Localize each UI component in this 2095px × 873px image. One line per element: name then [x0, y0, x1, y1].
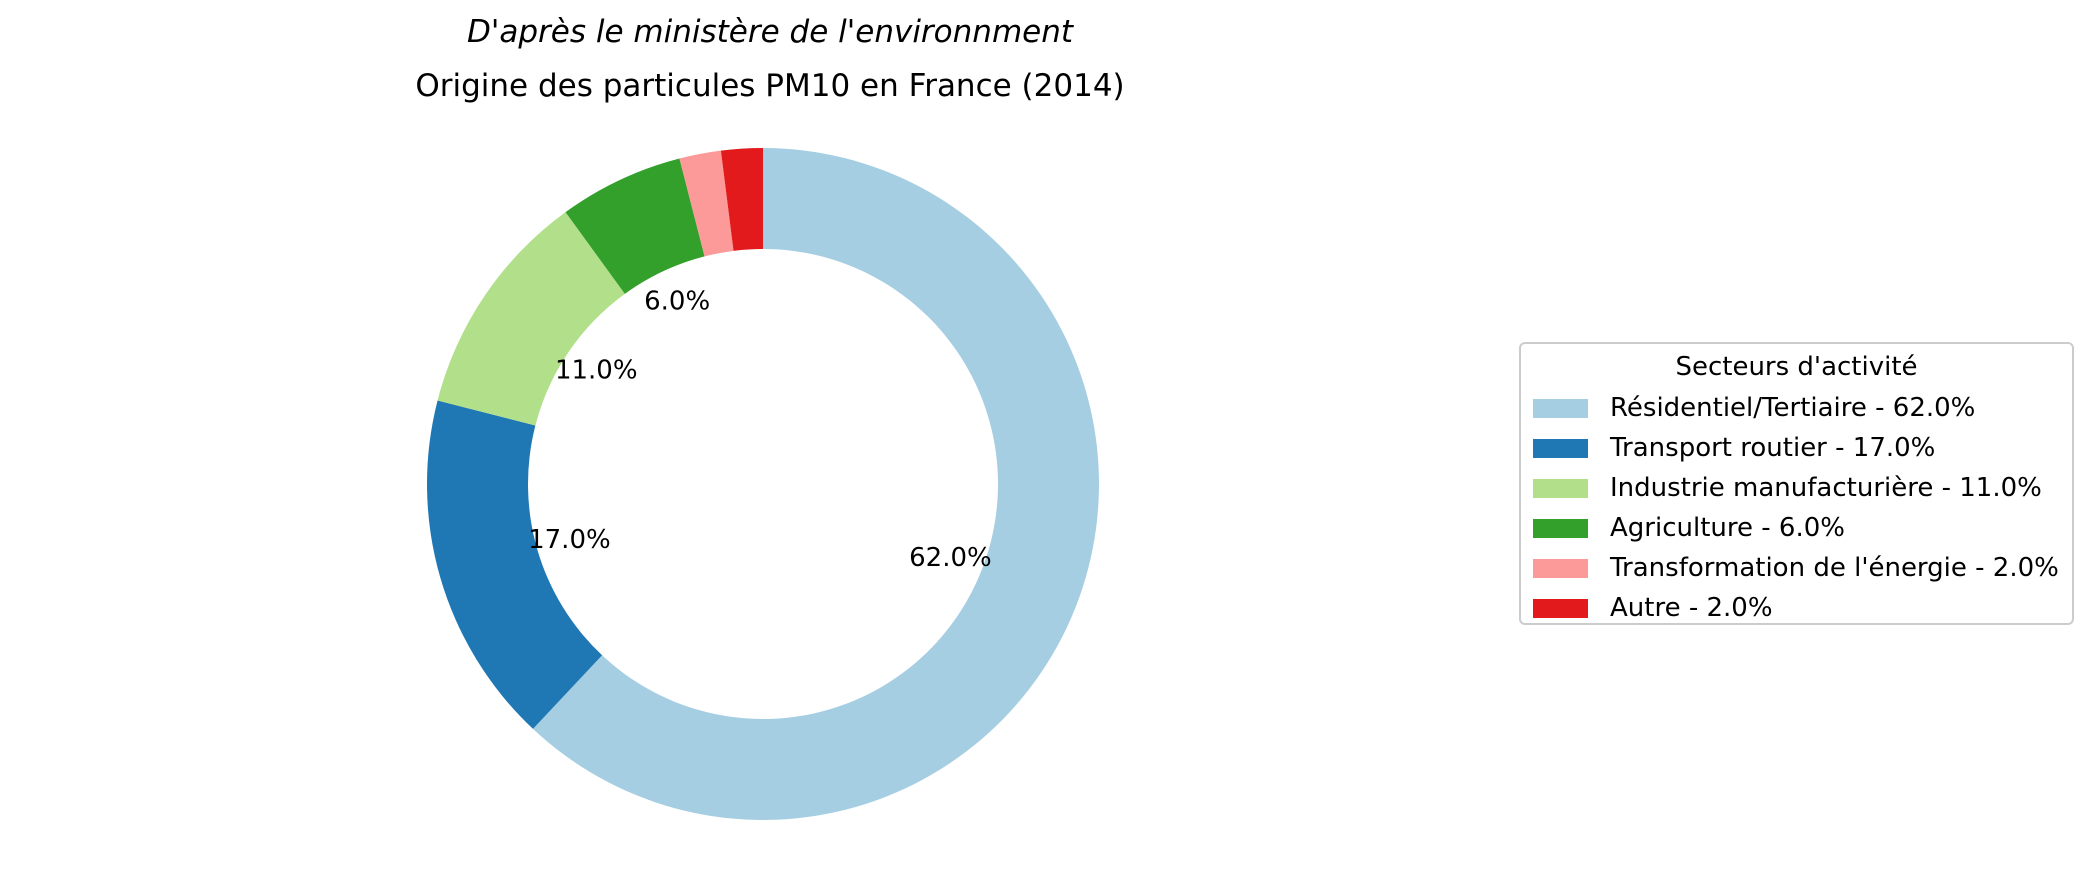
chart-subtitle: D'après le ministère de l'environnment	[466, 14, 1074, 50]
slice-autre	[720, 148, 763, 251]
legend-item-industrie-manufacturiere: Industrie manufacturière - 11.0%	[1533, 468, 2059, 508]
legend-item-transport-routier: Transport routier - 17.0%	[1533, 428, 2059, 468]
legend-item-agriculture: Agriculture - 6.0%	[1533, 508, 2059, 548]
legend-item-autre: Autre - 2.0%	[1533, 588, 2059, 628]
legend-title: Secteurs d'activité	[1675, 352, 1918, 382]
pct-label-industrie-manufacturiere: 11.0%	[555, 356, 638, 386]
slice-transformation-de-l-energie	[679, 150, 734, 257]
pct-label-residentiel-tertiaire: 62.0%	[909, 543, 992, 573]
legend-swatch	[1533, 558, 1588, 578]
legend-label: Résidentiel/Tertiaire - 62.0%	[1610, 393, 1976, 423]
legend-item-residentiel-tertiaire: Résidentiel/Tertiaire - 62.0%	[1533, 388, 2059, 428]
pct-label-transport-routier: 17.0%	[528, 525, 611, 555]
legend-items: Résidentiel/Tertiaire - 62.0% Transport r…	[1533, 388, 2059, 628]
legend-swatch	[1533, 398, 1588, 418]
percentage-labels: 62.0% 17.0% 11.0% 6.0%	[528, 287, 992, 574]
legend-swatch	[1533, 598, 1588, 618]
slice-industrie-manufacturiere	[437, 212, 625, 426]
legend-swatch	[1533, 438, 1588, 458]
legend-item-transformation-de-l-energie: Transformation de l'énergie - 2.0%	[1533, 548, 2059, 588]
slice-residentiel-tertiaire	[532, 148, 1099, 821]
chart-title: Origine des particules PM10 en France (2…	[415, 68, 1125, 104]
legend-swatch	[1533, 478, 1588, 498]
donut-slices	[427, 148, 1099, 821]
legend-swatch	[1533, 518, 1588, 538]
legend-label: Autre - 2.0%	[1610, 593, 1773, 623]
legend-label: Industrie manufacturière - 11.0%	[1610, 473, 2042, 503]
legend: Secteurs d'activité Résidentiel/Tertiair…	[1519, 342, 2074, 625]
slice-transport-routier	[427, 400, 603, 729]
legend-label: Transport routier - 17.0%	[1610, 433, 1936, 463]
legend-label: Transformation de l'énergie - 2.0%	[1610, 553, 2059, 583]
pct-label-agriculture: 6.0%	[644, 287, 710, 317]
slice-agriculture	[565, 158, 705, 294]
legend-label: Agriculture - 6.0%	[1610, 513, 1845, 543]
